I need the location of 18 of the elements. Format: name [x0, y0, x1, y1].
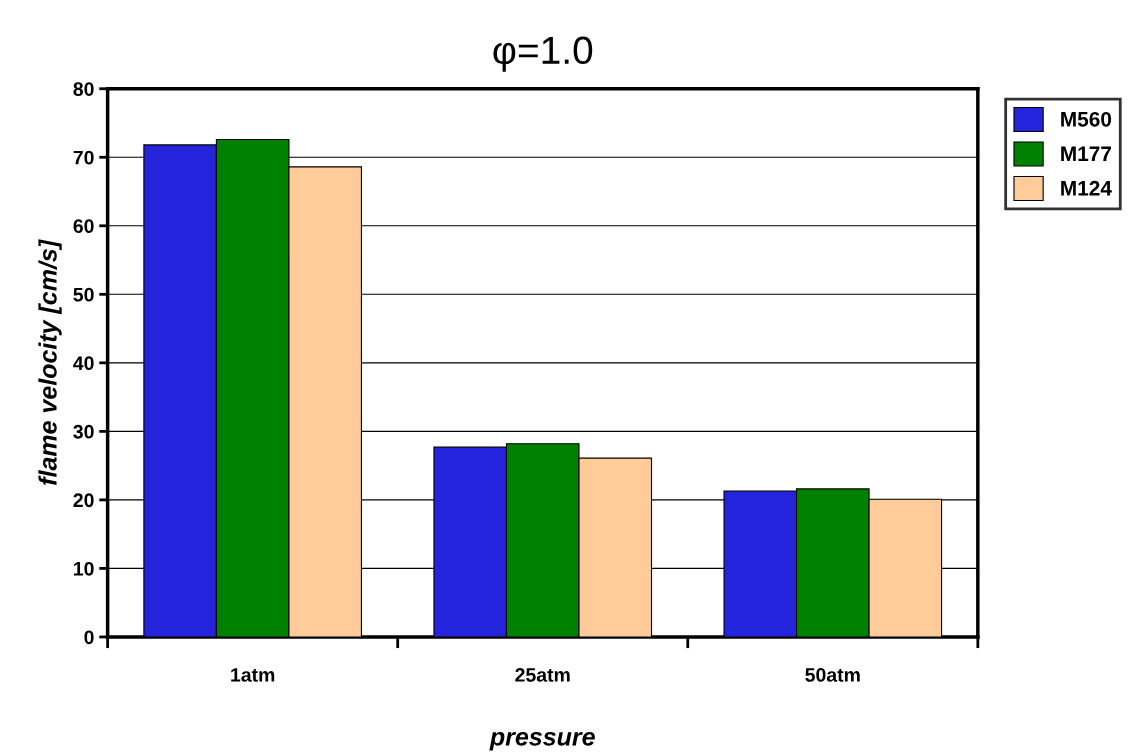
y-tick-label: 70	[73, 150, 94, 165]
x-tick-label: 25atm	[515, 668, 570, 682]
chart-title: φ=1.0	[493, 36, 593, 72]
legend-label: M177	[1061, 146, 1112, 161]
x-axis-title: pressure	[489, 731, 595, 751]
y-axis-title: flame velocity [cm/s]	[38, 239, 62, 485]
y-tick-label: 60	[73, 219, 94, 234]
y-tick-label: 40	[73, 356, 94, 371]
y-tick-label: 80	[73, 82, 94, 96]
y-tick-label: 30	[73, 424, 94, 439]
legend-label: M124	[1061, 180, 1112, 196]
y-tick-label: 0	[84, 630, 94, 645]
y-tick-label: 50	[73, 287, 94, 302]
y-tick-label: 10	[74, 561, 94, 576]
y-tick-label: 20	[73, 493, 94, 508]
legend-label: M560	[1061, 111, 1112, 127]
x-tick-label: 50atm	[805, 668, 860, 682]
x-tick-label: 1atm	[231, 668, 275, 682]
